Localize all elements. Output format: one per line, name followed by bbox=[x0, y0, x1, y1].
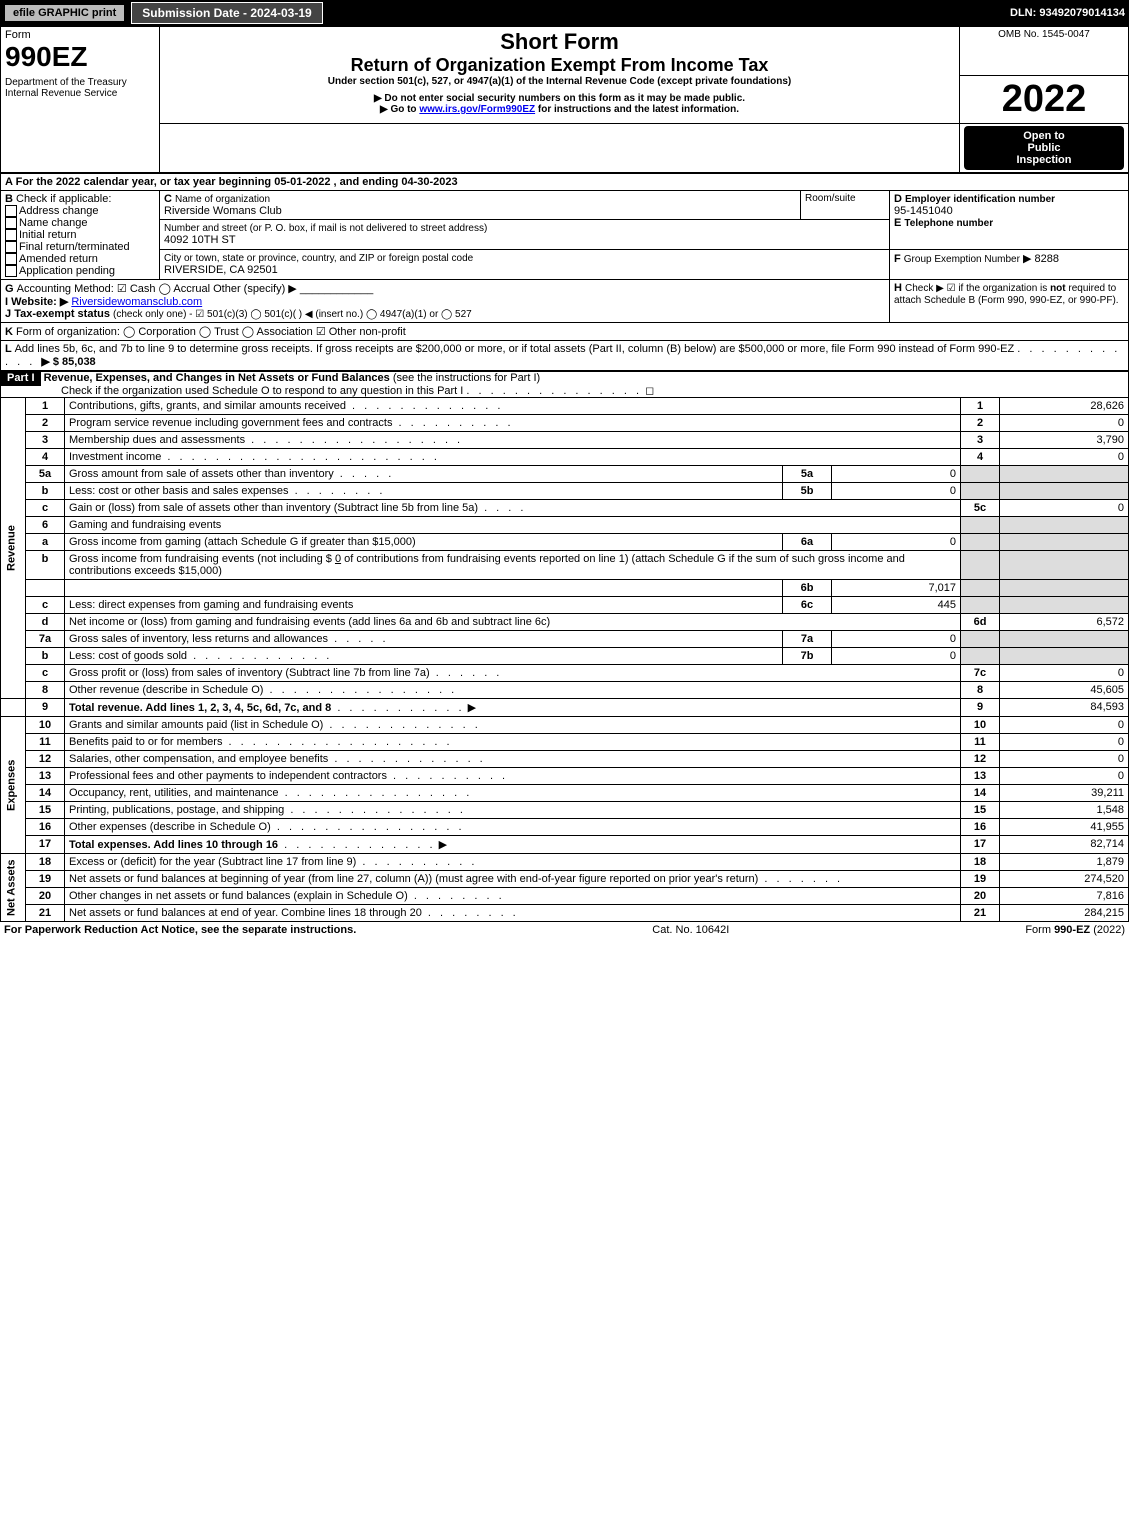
b-label: Check if applicable: bbox=[16, 193, 111, 205]
part1-header: Part I bbox=[1, 370, 41, 386]
section-net-assets: Net Assets bbox=[1, 854, 26, 922]
val-1: 28,626 bbox=[1000, 398, 1129, 415]
section-revenue: Revenue bbox=[1, 398, 26, 699]
footer-left: For Paperwork Reduction Act Notice, see … bbox=[4, 924, 356, 936]
omb: OMB No. 1545-0047 bbox=[960, 27, 1129, 76]
dept: Department of the TreasuryInternal Reven… bbox=[1, 75, 160, 172]
part1-table: Part I Revenue, Expenses, and Changes in… bbox=[0, 371, 1129, 922]
line-l: Add lines 5b, 6c, and 7b to line 9 to de… bbox=[15, 343, 1015, 355]
irs-link[interactable]: www.irs.gov/Form990EZ bbox=[419, 104, 535, 115]
form-word: Form bbox=[5, 29, 31, 41]
line-k: ◯ Corporation ◯ Trust ◯ Association ☑ Ot… bbox=[123, 326, 406, 338]
short-form-title: Short Form bbox=[164, 29, 955, 55]
org-name: Riverside Womans Club bbox=[164, 205, 282, 217]
chk-final[interactable] bbox=[5, 241, 17, 253]
group-exemption: ▶ 8288 bbox=[1023, 253, 1059, 265]
tax-year: 2022 bbox=[960, 75, 1129, 123]
chk-name[interactable] bbox=[5, 217, 17, 229]
line-h: Check ▶ ☑ if the organization is not req… bbox=[894, 283, 1119, 306]
chk-amended[interactable] bbox=[5, 253, 17, 265]
org-city: RIVERSIDE, CA 92501 bbox=[164, 264, 278, 276]
footer-right: Form 990-EZ (2022) bbox=[1025, 924, 1125, 936]
submission-date: Submission Date - 2024-03-19 bbox=[131, 2, 322, 24]
section-expenses: Expenses bbox=[1, 717, 26, 854]
footer-mid: Cat. No. 10642I bbox=[652, 924, 729, 936]
top-bar: efile GRAPHIC print Submission Date - 20… bbox=[0, 0, 1129, 26]
footer: For Paperwork Reduction Act Notice, see … bbox=[0, 922, 1129, 938]
note-ssn: ▶ Do not enter social security numbers o… bbox=[164, 93, 955, 104]
website-link[interactable]: Riversidewomansclub.com bbox=[71, 296, 202, 308]
form-header: Form 990EZ Short Form Return of Organiza… bbox=[0, 26, 1129, 173]
info-section: A For the 2022 calendar year, or tax yea… bbox=[0, 173, 1129, 372]
chk-address[interactable] bbox=[5, 205, 17, 217]
org-address: 4092 10TH ST bbox=[164, 234, 236, 246]
form-number: 990EZ bbox=[5, 41, 88, 72]
dln: DLN: 93492079014134 bbox=[1010, 7, 1125, 19]
chk-initial[interactable] bbox=[5, 229, 17, 241]
subtitle: Under section 501(c), 527, or 4947(a)(1)… bbox=[164, 76, 955, 87]
chk-pending[interactable] bbox=[5, 265, 17, 277]
main-title: Return of Organization Exempt From Incom… bbox=[164, 55, 955, 76]
open-public: Open toPublicInspection bbox=[964, 126, 1124, 170]
line-a: For the 2022 calendar year, or tax year … bbox=[16, 176, 458, 188]
efile-print-button[interactable]: efile GRAPHIC print bbox=[4, 4, 125, 22]
tax-exempt-status: (check only one) - ☑ 501(c)(3) ◯ 501(c)(… bbox=[113, 309, 472, 320]
ein: 95-1451040 bbox=[894, 205, 953, 217]
note-link: ▶ Go to www.irs.gov/Form990EZ for instru… bbox=[164, 104, 955, 115]
